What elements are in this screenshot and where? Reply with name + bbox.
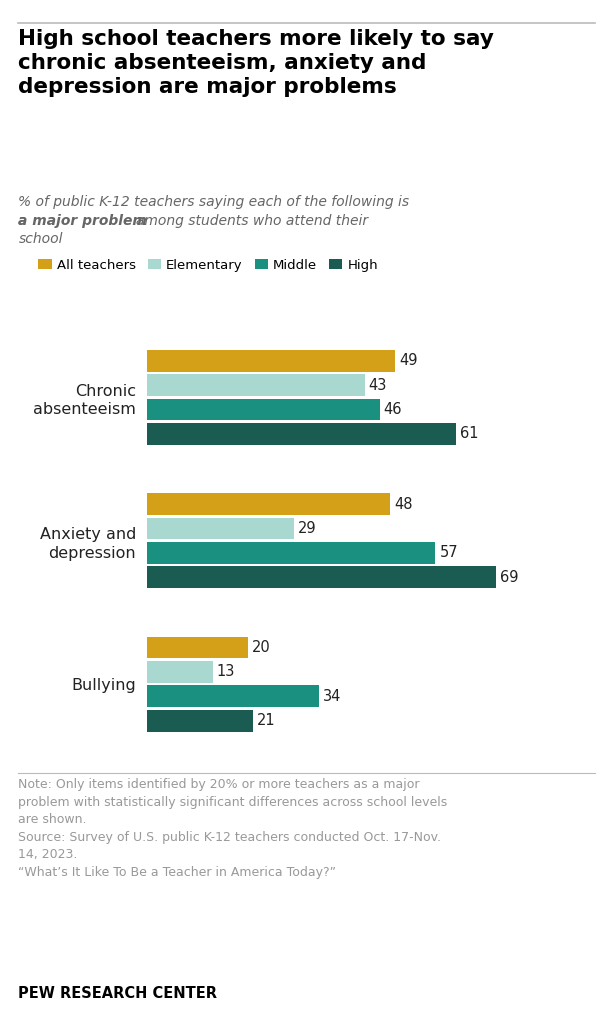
Bar xyxy=(147,685,319,708)
Bar xyxy=(147,710,253,731)
Bar xyxy=(147,423,455,444)
Text: 61: 61 xyxy=(460,426,478,441)
Bar xyxy=(147,374,365,396)
Text: 46: 46 xyxy=(384,402,402,417)
Text: Note: Only items identified by 20% or more teachers as a major
problem with stat: Note: Only items identified by 20% or mo… xyxy=(18,778,447,879)
Text: 57: 57 xyxy=(440,546,458,560)
Text: 13: 13 xyxy=(217,665,235,679)
Bar xyxy=(147,542,435,564)
Text: % of public K-12 teachers saying each of the following is
a                     : % of public K-12 teachers saying each of… xyxy=(18,195,409,247)
Text: 20: 20 xyxy=(253,640,271,655)
Text: 29: 29 xyxy=(298,521,316,536)
Text: 49: 49 xyxy=(399,353,417,369)
Legend: All teachers, Elementary, Middle, High: All teachers, Elementary, Middle, High xyxy=(39,259,378,271)
Bar xyxy=(147,660,213,683)
Text: 43: 43 xyxy=(368,378,387,392)
Bar xyxy=(147,517,294,540)
Text: 34: 34 xyxy=(323,689,341,703)
Text: High school teachers more likely to say
chronic absenteeism, anxiety and
depress: High school teachers more likely to say … xyxy=(18,29,494,96)
Text: 69: 69 xyxy=(500,569,519,585)
Text: PEW RESEARCH CENTER: PEW RESEARCH CENTER xyxy=(18,986,218,1001)
Bar xyxy=(147,350,395,372)
Bar xyxy=(147,637,248,658)
Text: 21: 21 xyxy=(257,713,276,728)
Bar xyxy=(147,494,390,515)
Text: a ​major problem: a ​major problem xyxy=(18,195,147,227)
Bar xyxy=(147,398,380,421)
Text: 48: 48 xyxy=(394,497,413,512)
Bar xyxy=(147,566,496,588)
